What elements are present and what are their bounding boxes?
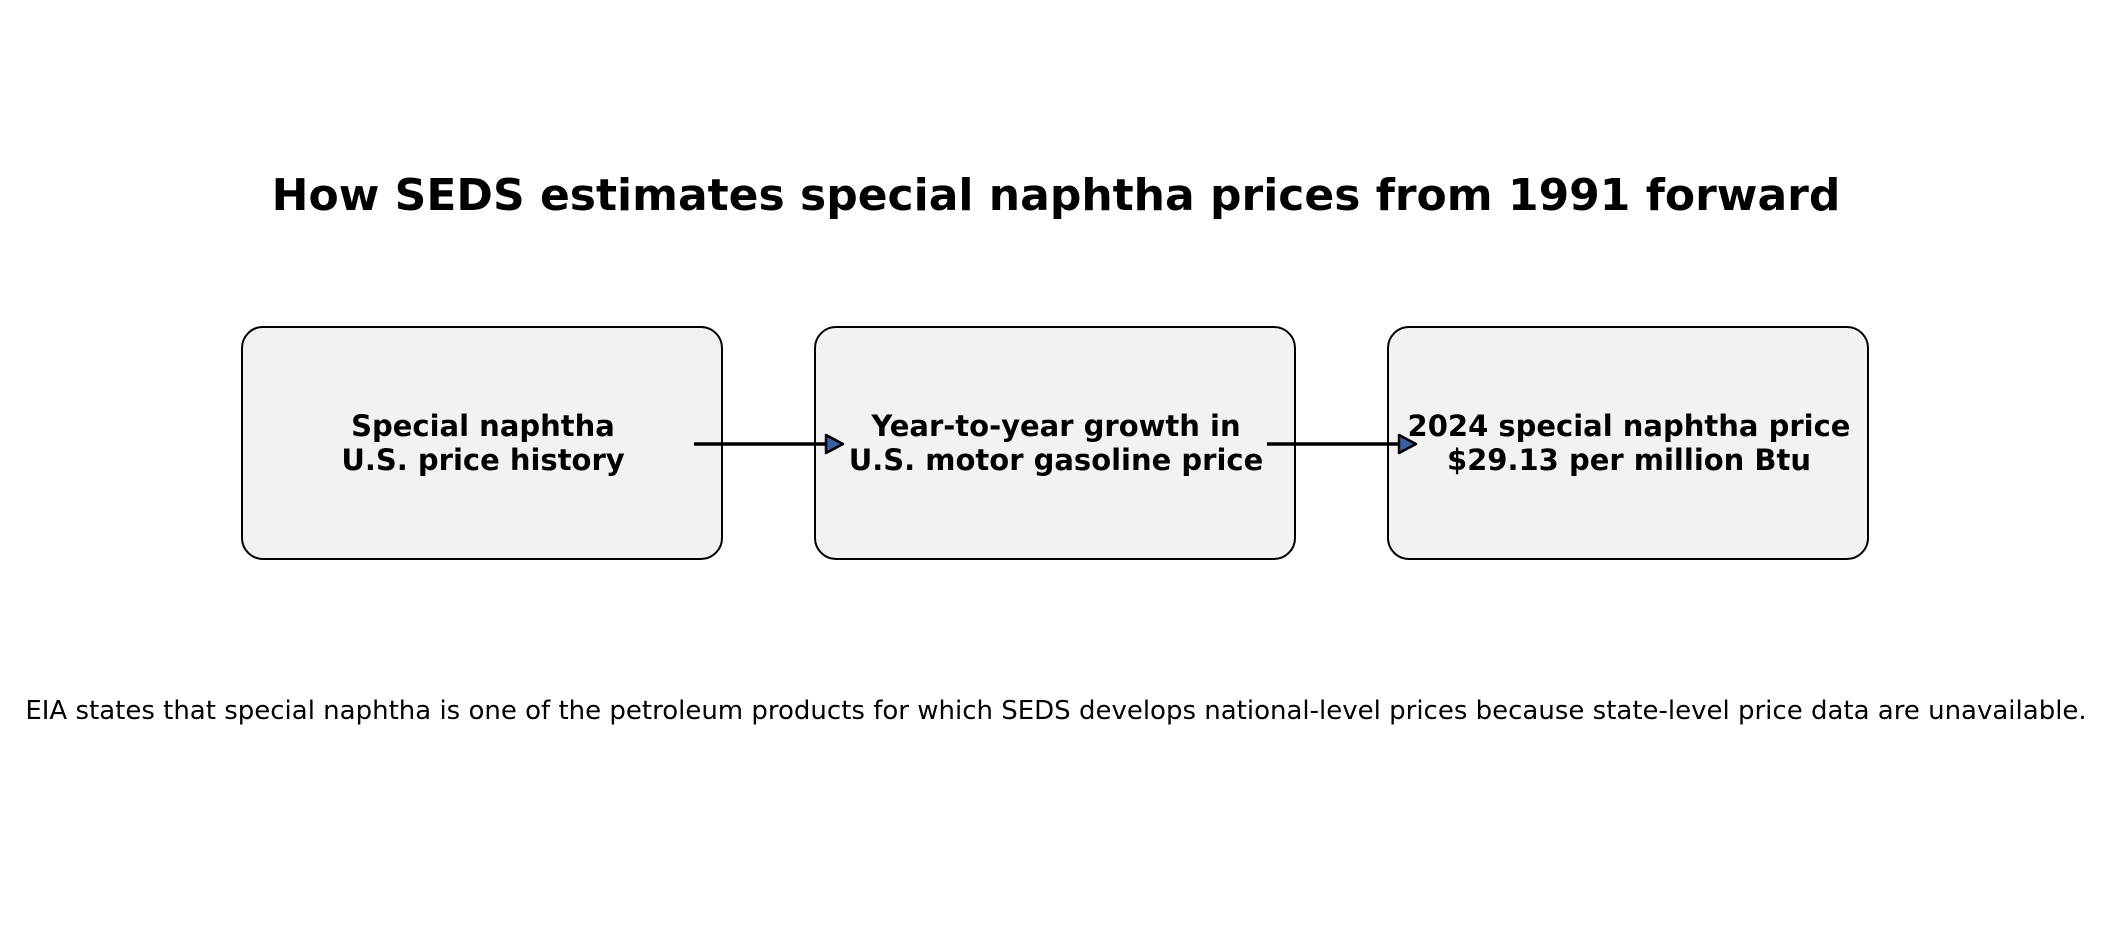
step-label-price-history: Special naphtha U.S. price history xyxy=(341,409,624,477)
step-box-2024-price xyxy=(1387,326,1869,560)
footnote: EIA states that special naphtha is one o… xyxy=(25,696,2087,726)
diagram-title: How SEDS estimates special naphtha price… xyxy=(271,170,1841,221)
step-label-line: 2024 special naphtha price xyxy=(1407,409,1851,443)
step-box-gasoline-growth xyxy=(814,326,1296,560)
step-label-line: U.S. price history xyxy=(341,443,625,477)
step-label-line: $29.13 per million Btu xyxy=(1446,443,1812,477)
step-label-line: Special naphtha xyxy=(351,409,615,443)
step-label-line: Year-to-year growth in xyxy=(871,409,1241,443)
step-label-line: U.S. motor gasoline price xyxy=(848,443,1264,477)
step-label-gasoline-growth: Year-to-year growth in U.S. motor gasoli… xyxy=(849,409,1264,477)
step-box-price-history xyxy=(241,326,723,560)
step-label-2024-price: 2024 special naphtha price $29.13 per mi… xyxy=(1408,409,1851,477)
